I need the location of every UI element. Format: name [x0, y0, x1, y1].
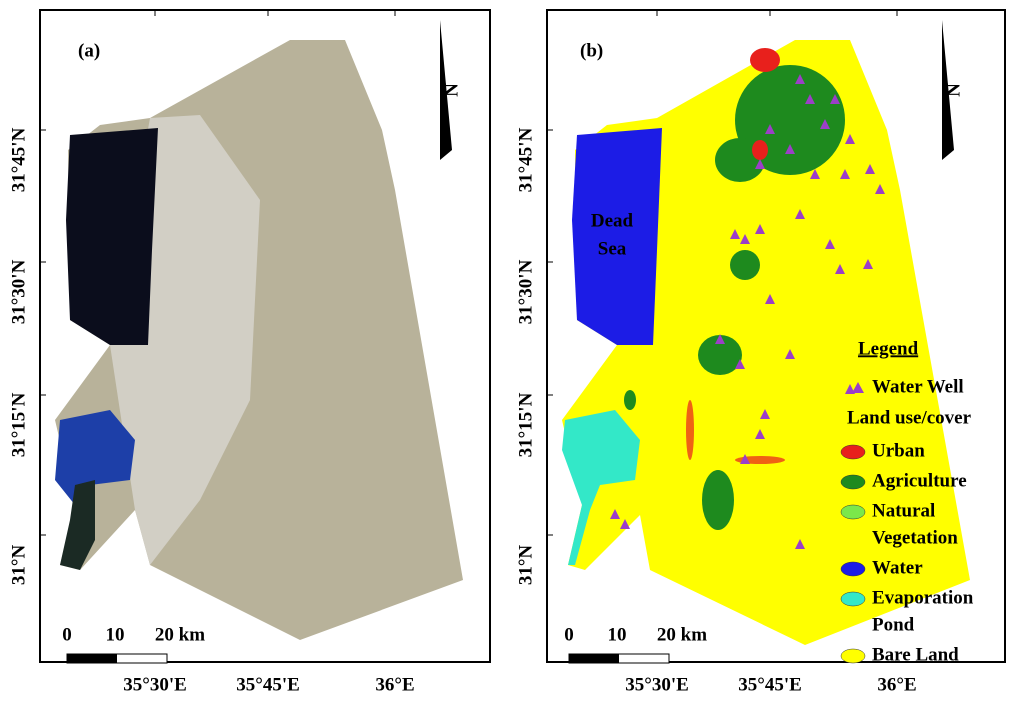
- latitude-label: 31°30'N: [515, 259, 536, 324]
- scale-label: 20 km: [657, 624, 707, 645]
- latitude-label: 31°N: [515, 545, 536, 586]
- urban-patch: [752, 140, 768, 160]
- scale-bar-fill: [569, 654, 619, 663]
- longitude-label: 35°30'E: [123, 674, 187, 695]
- legend-swatch: [841, 649, 865, 663]
- water: [572, 128, 662, 345]
- longitude-label: 35°45'E: [738, 674, 802, 695]
- legend-swatch: [841, 505, 865, 519]
- latitude-label: 31°15'N: [515, 392, 536, 457]
- legend-group: Land use/cover: [847, 407, 972, 428]
- panel-label: (b): [580, 40, 603, 61]
- agriculture-patch: [730, 250, 760, 280]
- legend-swatch: [841, 592, 865, 606]
- longitude-label: 36°E: [375, 674, 414, 695]
- longitude-label: 35°30'E: [625, 674, 689, 695]
- longitude-label: 35°45'E: [236, 674, 300, 695]
- scale-bar-fill: [67, 654, 117, 663]
- figure: Legend Water Well Land use/cover Urban Agric…: [0, 0, 1011, 699]
- scale-label: 10: [608, 624, 627, 645]
- urban-patch: [750, 48, 780, 72]
- urban-patch: [686, 400, 694, 460]
- north-label: N: [441, 83, 462, 97]
- latitude-label: 31°45'N: [515, 127, 536, 192]
- longitude-label: 36°E: [877, 674, 916, 695]
- legend-label: Urban: [872, 440, 925, 461]
- legend-swatch: [841, 475, 865, 489]
- sea-label: Sea: [598, 238, 627, 259]
- legend-label: Agriculture: [872, 470, 967, 491]
- scale-label: 0: [62, 624, 72, 645]
- scale-label: 0: [564, 624, 574, 645]
- latitude-label: 31°15'N: [8, 392, 29, 457]
- agriculture-patch: [624, 390, 636, 410]
- legend-label: Natural: [872, 500, 935, 521]
- latitude-label: 31°N: [8, 545, 29, 586]
- sea-label: Dead: [591, 210, 634, 231]
- legend-label: Pond: [872, 614, 915, 635]
- north-label: N: [943, 83, 964, 97]
- legend-label: Water: [872, 557, 923, 578]
- legend-label: Vegetation: [872, 527, 958, 548]
- latitude-label: 31°30'N: [8, 259, 29, 324]
- legend-label: Evaporation: [872, 587, 974, 608]
- legend-swatch: [841, 445, 865, 459]
- satellite-sea: [66, 128, 158, 345]
- legend-swatch: [841, 562, 865, 576]
- scale-label: 10: [106, 624, 125, 645]
- panel-label: (a): [78, 40, 100, 61]
- legend-title: Legend: [858, 338, 919, 359]
- legend-label: Bare Land: [872, 644, 959, 665]
- agriculture-patch: [702, 470, 734, 530]
- latitude-label: 31°45'N: [8, 127, 29, 192]
- legend-well: Water Well: [872, 376, 964, 397]
- scale-label: 20 km: [155, 624, 205, 645]
